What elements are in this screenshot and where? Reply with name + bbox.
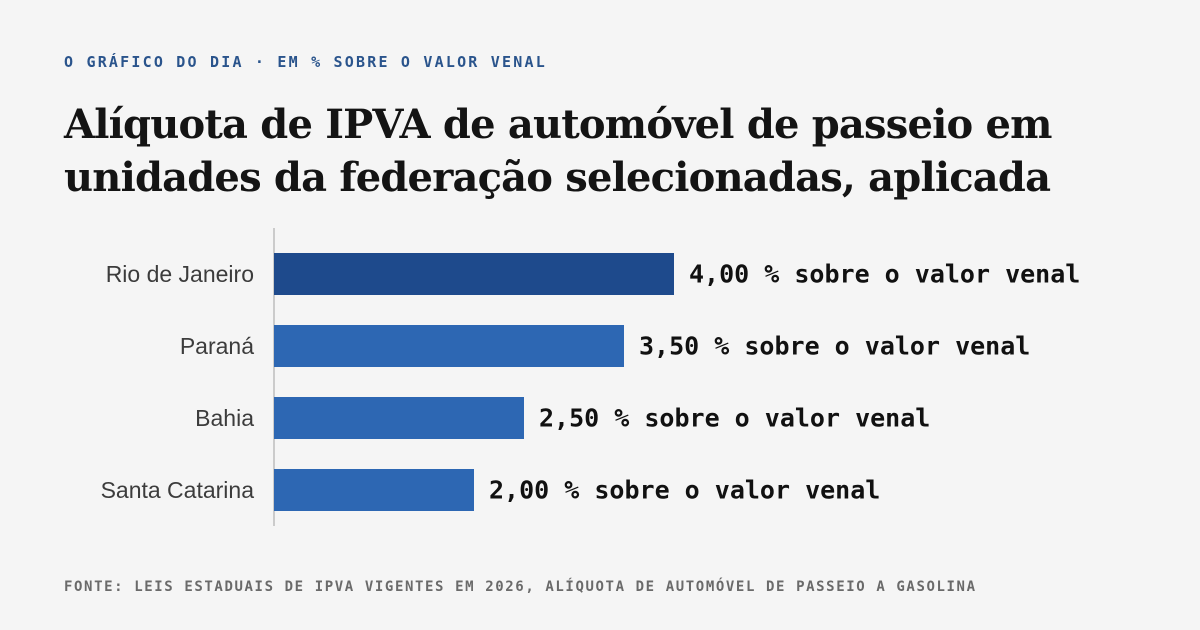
value-label: 4,00 % sobre o valor venal (689, 260, 1080, 289)
bar-chart: Rio de Janeiro 4,00 % sobre o valor venal… (0, 220, 1200, 540)
source-note: FONTE: LEIS ESTADUAIS DE IPVA VIGENTES E… (64, 579, 977, 595)
bar-row: Bahia 2,50 % sobre o valor venal (195, 397, 930, 439)
value-label: 2,50 % sobre o valor venal (539, 404, 930, 433)
bar-row: Paraná 3,50 % sobre o valor venal (180, 325, 1030, 367)
bar-row: Rio de Janeiro 4,00 % sobre o valor venal (106, 253, 1080, 295)
value-label: 3,50 % sobre o valor venal (639, 332, 1030, 361)
chart-kicker: O GRÁFICO DO DIA · EM % SOBRE O VALOR VE… (64, 53, 547, 71)
bar (274, 397, 524, 439)
category-label: Paraná (180, 333, 254, 359)
bar-row: Santa Catarina 2,00 % sobre o valor venal (101, 469, 880, 511)
value-label: 2,00 % sobre o valor venal (489, 476, 880, 505)
chart-title: Alíquota de IPVA de automóvel de passeio… (64, 101, 1053, 201)
category-label: Rio de Janeiro (106, 261, 254, 287)
category-label: Bahia (195, 405, 254, 431)
bar (274, 469, 474, 511)
category-label: Santa Catarina (101, 477, 255, 503)
bar (274, 325, 624, 367)
bar (274, 253, 674, 295)
bar-chart-svg: Rio de Janeiro 4,00 % sobre o valor venal… (101, 228, 1080, 526)
